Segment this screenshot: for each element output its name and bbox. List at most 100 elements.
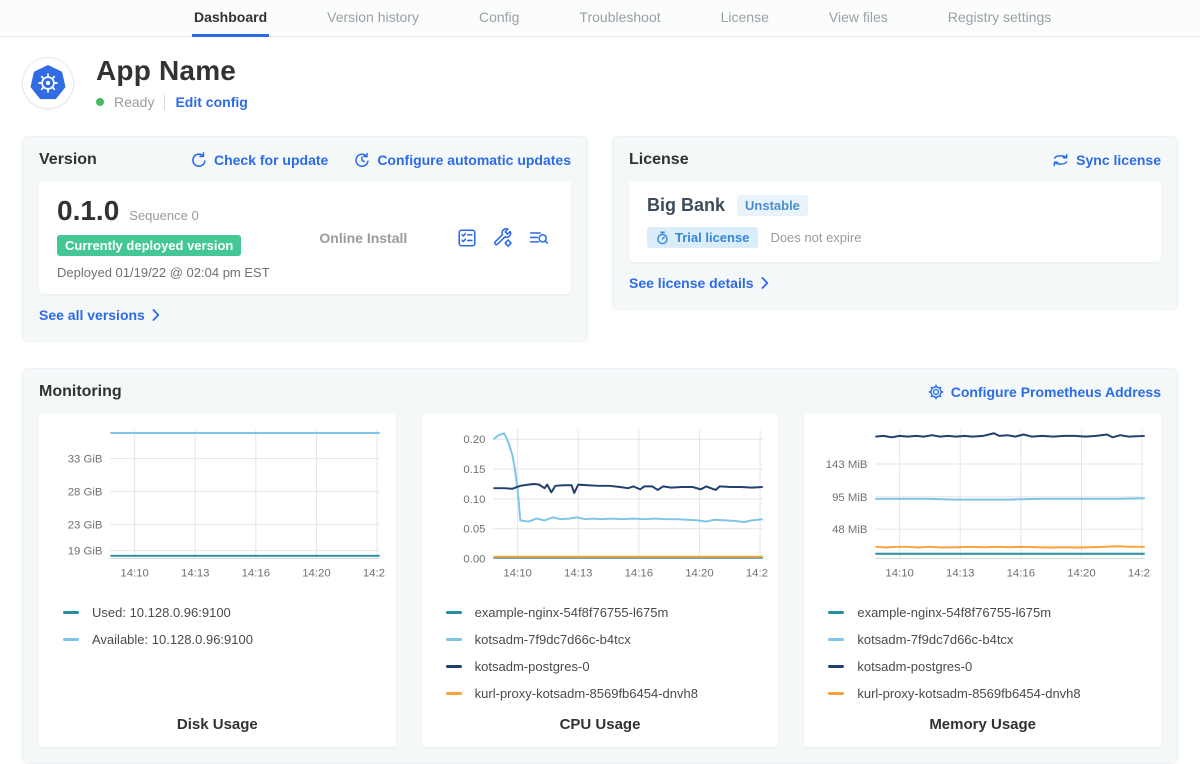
legend-label: kotsadm-7f9dc7d66c-b4tcx (857, 632, 1013, 647)
legend-color-dash (828, 611, 844, 614)
svg-text:14:23: 14:23 (363, 567, 386, 579)
cpu-usage-chart[interactable]: 0.000.050.100.150.2014:1014:1314:1614:20… (432, 421, 769, 593)
tab-license[interactable]: License (719, 0, 771, 37)
configure-prometheus-link[interactable]: Configure Prometheus Address (928, 384, 1161, 400)
see-all-versions-link[interactable]: See all versions (39, 307, 160, 323)
memory-usage-legend: example-nginx-54f8f76755-l675m kotsadm-7f… (828, 605, 1151, 701)
legend-color-dash (446, 692, 462, 695)
license-details-panel: Big Bank Unstable Trial license Do (629, 181, 1161, 262)
edit-config-icon[interactable] (493, 228, 513, 248)
status-dot (96, 98, 104, 106)
disk-usage-legend: Used: 10.128.0.96:9100 Available: 10.128.… (63, 605, 386, 647)
legend-item: kurl-proxy-kotsadm-8569fb6454-dnvh8 (446, 686, 769, 701)
version-card-title: Version (39, 151, 97, 169)
legend-color-dash (63, 611, 79, 614)
svg-text:14:23: 14:23 (1128, 567, 1151, 579)
memory-usage-panel: 48 MiB95 MiB143 MiB14:1014:1314:1614:201… (804, 413, 1161, 747)
check-for-update-link[interactable]: Check for update (191, 152, 328, 168)
tab-dashboard[interactable]: Dashboard (192, 0, 269, 37)
tab-config[interactable]: Config (477, 0, 521, 37)
trial-license-badge: Trial license (647, 227, 758, 248)
svg-text:14:20: 14:20 (302, 567, 330, 579)
channel-badge: Unstable (737, 195, 808, 216)
svg-text:14:10: 14:10 (503, 567, 531, 579)
tab-version-history[interactable]: Version history (325, 0, 421, 37)
legend-item: kurl-proxy-kotsadm-8569fb6454-dnvh8 (828, 686, 1151, 701)
svg-text:14:10: 14:10 (120, 567, 148, 579)
monitoring-title: Monitoring (39, 383, 122, 401)
disk-usage-chart[interactable]: 19 GiB23 GiB28 GiB33 GiB14:1014:1314:161… (49, 421, 386, 593)
legend-label: example-nginx-54f8f76755-l675m (475, 605, 669, 620)
legend-color-dash (446, 611, 462, 614)
divider (164, 95, 165, 110)
tab-troubleshoot[interactable]: Troubleshoot (577, 0, 662, 37)
status-text: Ready (114, 94, 154, 110)
legend-item: example-nginx-54f8f76755-l675m (828, 605, 1151, 620)
legend-label: kurl-proxy-kotsadm-8569fb6454-dnvh8 (857, 686, 1080, 701)
app-avatar (22, 57, 74, 109)
charts-row: 19 GiB 23 GiB 28 GiB 33 GiB 14:10 14:13 14:16 1… (39, 413, 1161, 747)
disk-usage-panel: 19 GiB23 GiB28 GiB33 GiB14:1014:1314:161… (39, 413, 396, 747)
svg-text:14:13: 14:13 (181, 567, 209, 579)
version-card: Version Check for update (22, 136, 588, 342)
see-license-details-link[interactable]: See license details (629, 275, 769, 291)
cpu-usage-legend: example-nginx-54f8f76755-l675m kotsadm-7f… (446, 605, 769, 701)
svg-text:19 GiB: 19 GiB (68, 546, 103, 558)
tab-view-files[interactable]: View files (827, 0, 890, 37)
license-customer-name: Big Bank (647, 195, 725, 216)
legend-color-dash (446, 638, 462, 641)
chevron-right-icon (152, 309, 160, 321)
legend-label: Used: 10.128.0.96:9100 (92, 605, 231, 620)
install-type-label: Online Install (319, 230, 407, 246)
legend-item: example-nginx-54f8f76755-l675m (446, 605, 769, 620)
edit-config-link[interactable]: Edit config (175, 94, 247, 110)
chart-title: Disk Usage (49, 704, 386, 733)
svg-text:0.20: 0.20 (463, 434, 485, 446)
legend-item: kotsadm-postgres-0 (446, 659, 769, 674)
version-number: 0.1.0 (57, 195, 119, 227)
svg-text:14:13: 14:13 (946, 567, 974, 579)
svg-text:14:13: 14:13 (564, 567, 592, 579)
svg-text:14:10: 14:10 (886, 567, 914, 579)
svg-text:14:23: 14:23 (745, 567, 768, 579)
chart-title: Memory Usage (814, 704, 1151, 733)
tab-registry-settings[interactable]: Registry settings (946, 0, 1053, 37)
legend-color-dash (828, 638, 844, 641)
legend-item: Available: 10.128.0.96:9100 (63, 632, 386, 647)
svg-text:33 GiB: 33 GiB (68, 454, 103, 466)
svg-text:28 GiB: 28 GiB (68, 486, 103, 498)
gear-icon (928, 384, 944, 400)
legend-color-dash (828, 665, 844, 668)
view-logs-icon[interactable] (529, 228, 549, 248)
configure-automatic-updates-link[interactable]: Configure automatic updates (354, 152, 571, 168)
svg-text:14:16: 14:16 (624, 567, 652, 579)
currently-deployed-badge: Currently deployed version (57, 235, 241, 256)
svg-text:0.05: 0.05 (463, 524, 485, 536)
chart-title: CPU Usage (432, 704, 769, 733)
legend-item: kotsadm-7f9dc7d66c-b4tcx (828, 632, 1151, 647)
app-header: App Name Ready Edit config (0, 37, 1200, 122)
clock-arrow-icon (354, 152, 370, 168)
legend-label: kotsadm-postgres-0 (857, 659, 972, 674)
svg-text:14:20: 14:20 (685, 567, 713, 579)
svg-text:14:20: 14:20 (1068, 567, 1096, 579)
deployed-timestamp: Deployed 01/19/22 @ 02:04 pm EST (57, 265, 270, 280)
preflight-checks-icon[interactable] (457, 228, 477, 248)
memory-usage-chart[interactable]: 48 MiB95 MiB143 MiB14:1014:1314:1614:201… (814, 421, 1151, 593)
license-card: License Sync license Big Bank Unstable (612, 136, 1178, 310)
legend-label: kotsadm-7f9dc7d66c-b4tcx (475, 632, 631, 647)
cpu-usage-panel: 0.000.050.100.150.2014:1014:1314:1614:20… (422, 413, 779, 747)
svg-text:95 MiB: 95 MiB (832, 492, 867, 504)
sync-license-link[interactable]: Sync license (1052, 152, 1161, 168)
legend-item: kotsadm-7f9dc7d66c-b4tcx (446, 632, 769, 647)
legend-label: example-nginx-54f8f76755-l675m (857, 605, 1051, 620)
legend-color-dash (446, 665, 462, 668)
license-card-title: License (629, 151, 689, 169)
kubernetes-logo-icon (29, 64, 67, 102)
svg-text:0.10: 0.10 (463, 494, 485, 506)
chevron-right-icon (761, 277, 769, 289)
svg-text:48 MiB: 48 MiB (832, 524, 867, 536)
svg-text:23 GiB: 23 GiB (68, 519, 103, 531)
current-version-panel: 0.1.0 Sequence 0 Currently deployed vers… (39, 181, 571, 294)
legend-color-dash (63, 638, 79, 641)
